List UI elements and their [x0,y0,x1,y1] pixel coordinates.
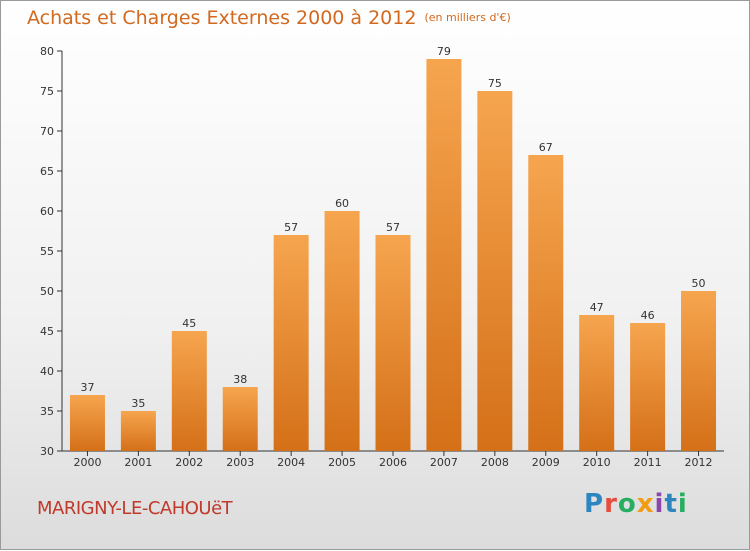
y-tick-label: 80 [40,45,54,58]
bar-value-label: 35 [131,397,145,410]
bar [681,291,717,451]
bar-value-label: 67 [539,141,553,154]
chart-subtitle: (en milliers d'€) [424,11,511,24]
y-tick-label: 60 [40,205,54,218]
y-tick-label: 70 [40,125,54,138]
x-tick-label: 2002 [175,456,203,469]
bar-value-label: 57 [284,221,298,234]
y-tick-label: 65 [40,165,54,178]
x-tick-label: 2000 [73,456,101,469]
x-tick-label: 2007 [430,456,458,469]
x-tick-label: 2010 [583,456,611,469]
bar-value-label: 75 [488,77,502,90]
x-tick-label: 2009 [532,456,560,469]
logo-letter: r [604,489,618,519]
bar-value-label: 60 [335,197,349,210]
bar [324,211,360,451]
logo-letter: i [677,489,688,519]
bar [69,395,105,451]
y-tick-label: 40 [40,365,54,378]
x-tick-label: 2011 [634,456,662,469]
proxiti-logo[interactable]: Proxiti [584,489,688,519]
y-tick-label: 45 [40,325,54,338]
x-tick-label: 2008 [481,456,509,469]
bar-value-label: 38 [233,373,247,386]
bar-value-label: 50 [692,277,706,290]
bar [477,91,513,451]
x-tick-label: 2005 [328,456,356,469]
bar-value-label: 47 [590,301,604,314]
y-tick-label: 55 [40,245,54,258]
chart-bars: 37 35 45 38 57 60 57 79 75 67 47 46 50 [69,45,717,451]
y-tick-label: 30 [40,445,54,458]
y-tick-label: 35 [40,405,54,418]
y-tick-label: 75 [40,85,54,98]
bar [171,331,207,451]
bar-value-label: 46 [641,309,655,322]
bar [375,235,411,451]
logo-letter: x [636,489,655,519]
bar-value-label: 37 [80,381,94,394]
logo-letter: P [584,489,605,519]
bar-value-label: 79 [437,45,451,58]
bar [120,411,156,451]
commune-name: MARIGNY-LE-CAHOUëT [37,498,233,519]
x-tick-label: 2006 [379,456,407,469]
x-tick-label: 2003 [226,456,254,469]
x-tick-label: 2004 [277,456,305,469]
logo-letter: t [664,489,678,519]
y-tick-label: 50 [40,285,54,298]
bar-value-label: 57 [386,221,400,234]
chart-title: Achats et Charges Externes 2000 à 2012 (e… [27,7,511,29]
bar [273,235,309,451]
chart-title-text: Achats et Charges Externes 2000 à 2012 [27,7,417,29]
bar [222,387,258,451]
bar [528,155,564,451]
bar [630,323,666,451]
x-tick-label: 2012 [685,456,713,469]
bar-value-label: 45 [182,317,196,330]
logo-letter: o [617,489,637,519]
logo-letter: i [654,489,665,519]
x-tick-label: 2001 [124,456,152,469]
bar [426,59,462,451]
bar [579,315,615,451]
